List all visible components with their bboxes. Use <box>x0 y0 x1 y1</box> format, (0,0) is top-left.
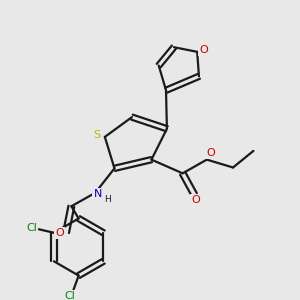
Text: O: O <box>55 228 64 238</box>
Text: Cl: Cl <box>26 223 37 233</box>
Text: O: O <box>191 195 200 205</box>
Text: H: H <box>104 195 111 204</box>
Text: S: S <box>93 130 100 140</box>
Text: O: O <box>206 148 215 158</box>
Text: N: N <box>93 189 102 199</box>
Text: O: O <box>199 45 208 56</box>
Text: Cl: Cl <box>64 291 75 300</box>
